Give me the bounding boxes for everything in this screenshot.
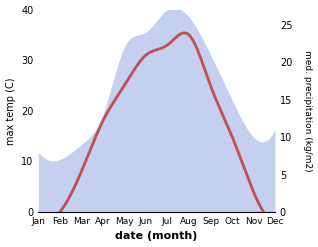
- Y-axis label: med. precipitation (kg/m2): med. precipitation (kg/m2): [303, 50, 313, 172]
- X-axis label: date (month): date (month): [115, 231, 198, 242]
- Y-axis label: max temp (C): max temp (C): [5, 77, 16, 144]
